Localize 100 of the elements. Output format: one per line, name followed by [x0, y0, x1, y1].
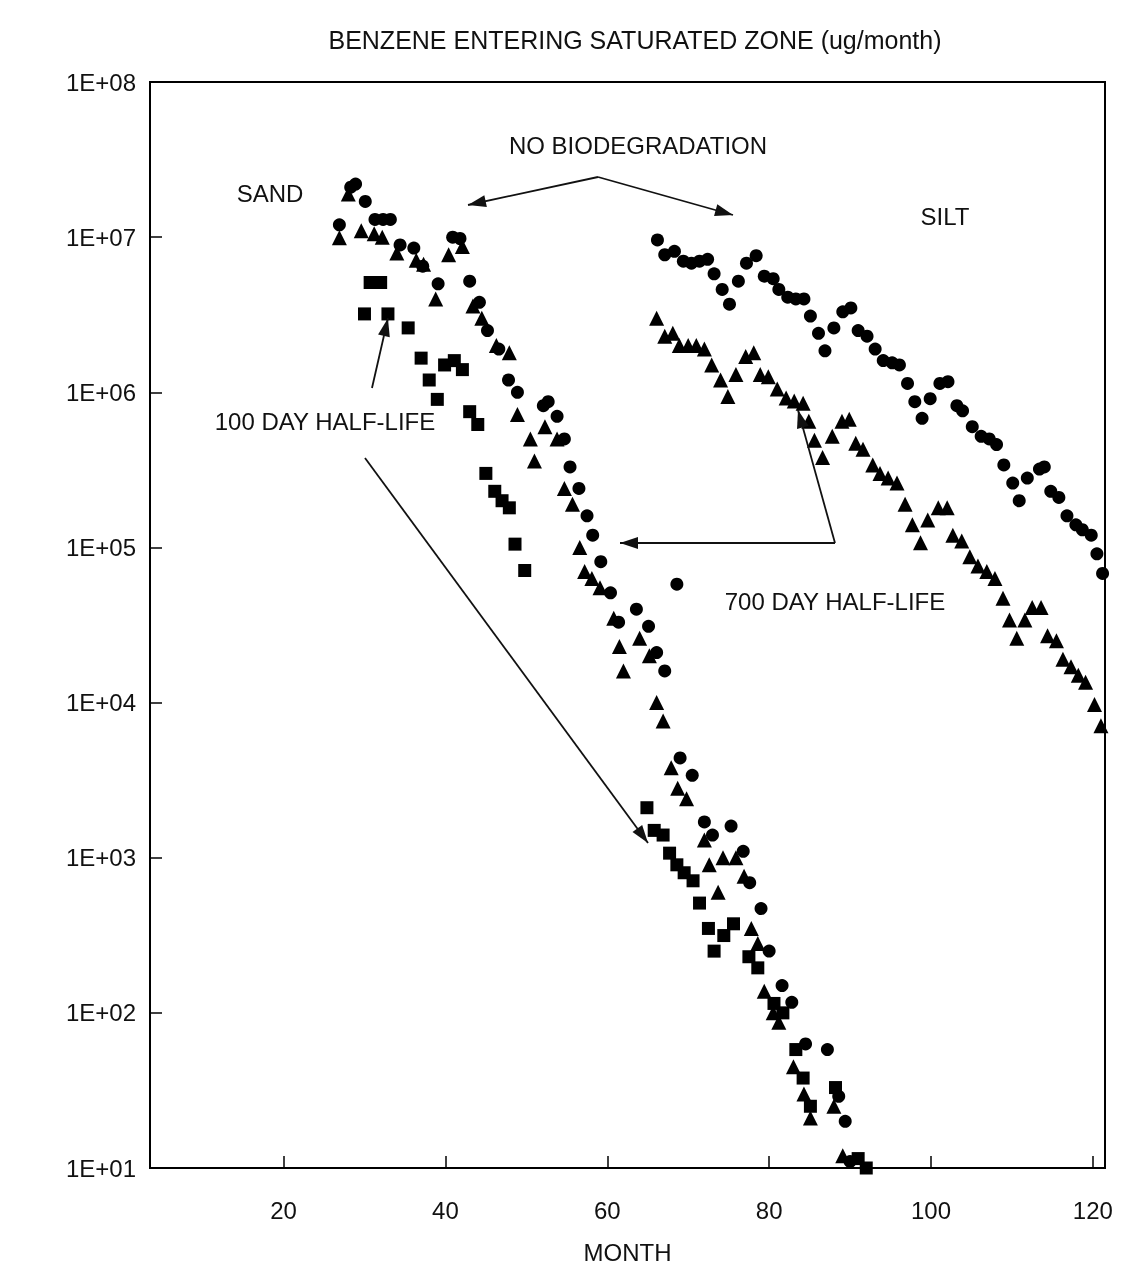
point: [803, 309, 817, 323]
point: [550, 409, 564, 423]
y-tick-label: 1E+02: [65, 999, 136, 1027]
point: [331, 230, 347, 246]
point: [686, 874, 700, 888]
point: [401, 321, 415, 335]
point: [803, 1099, 817, 1113]
point: [332, 218, 346, 232]
point: [754, 902, 768, 916]
point: [1078, 674, 1094, 690]
point: [463, 405, 477, 419]
x-tick-label: 100: [910, 1196, 952, 1224]
point: [696, 341, 712, 357]
point: [941, 375, 955, 389]
point: [775, 979, 789, 993]
point: [818, 344, 832, 358]
point: [939, 500, 955, 516]
point: [537, 419, 553, 435]
point: [1090, 547, 1104, 561]
point: [463, 274, 477, 288]
point: [431, 277, 445, 291]
point: [518, 564, 532, 577]
point: [762, 944, 776, 958]
point: [915, 411, 929, 425]
point: [502, 373, 516, 387]
point: [642, 619, 656, 633]
point: [908, 395, 922, 409]
x-tick-label: 40: [432, 1196, 459, 1224]
point: [465, 298, 481, 314]
y-tick-label: 1E+07: [65, 223, 136, 251]
point: [997, 458, 1011, 472]
point: [715, 282, 729, 296]
point: [954, 533, 970, 549]
point: [1002, 612, 1017, 628]
point: [705, 828, 719, 842]
point: [851, 324, 865, 338]
point: [1096, 566, 1110, 580]
point: [889, 475, 905, 491]
point: [859, 1161, 873, 1175]
point: [441, 247, 457, 263]
point: [428, 291, 444, 307]
point: [710, 884, 726, 900]
point: [812, 326, 825, 340]
point: [776, 1006, 790, 1020]
point: [1012, 494, 1026, 508]
point: [824, 428, 840, 444]
x-tick-label: 20: [270, 1196, 297, 1224]
point: [471, 417, 485, 431]
point: [641, 648, 657, 664]
point: [658, 248, 672, 262]
point: [750, 935, 766, 951]
point: [707, 944, 721, 958]
point: [945, 527, 961, 543]
y-tick-label: 1E+03: [65, 844, 136, 872]
point: [670, 577, 684, 591]
point: [357, 307, 371, 321]
point: [374, 276, 388, 290]
point: [502, 501, 516, 515]
annotation: SILT: [920, 202, 970, 230]
point: [724, 819, 738, 833]
point: [987, 571, 1003, 587]
point: [736, 844, 750, 858]
point: [739, 256, 753, 270]
point: [501, 345, 517, 361]
point: [1037, 460, 1051, 474]
point: [349, 177, 363, 191]
point: [844, 301, 858, 315]
point: [374, 229, 390, 245]
point: [697, 815, 711, 829]
point: [650, 233, 664, 247]
point: [897, 496, 913, 512]
point: [353, 223, 369, 239]
point: [358, 194, 372, 208]
point: [795, 395, 811, 411]
point: [979, 563, 995, 579]
point: [749, 249, 763, 263]
point: [430, 392, 444, 406]
point: [407, 241, 421, 255]
point: [1048, 633, 1064, 649]
point: [508, 537, 522, 551]
point: [746, 345, 762, 361]
point: [962, 549, 978, 565]
point: [455, 363, 469, 377]
point: [474, 310, 490, 326]
point: [580, 509, 594, 523]
point: [1017, 612, 1033, 628]
point: [656, 828, 670, 842]
point: [728, 367, 744, 383]
y-tick-label: 1E+08: [65, 68, 136, 96]
point: [564, 496, 580, 512]
point: [892, 358, 906, 372]
point: [827, 321, 841, 335]
point: [760, 369, 776, 385]
point: [772, 282, 786, 296]
point: [1086, 697, 1102, 713]
point: [704, 357, 720, 373]
point: [632, 630, 648, 646]
point: [766, 272, 780, 286]
point: [826, 1098, 842, 1114]
point: [715, 850, 731, 866]
